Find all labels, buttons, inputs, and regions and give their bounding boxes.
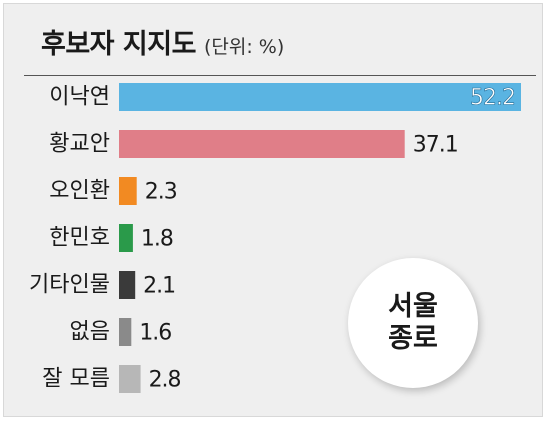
region-badge-line2: 종로 — [388, 323, 438, 354]
bar-row-2 — [119, 130, 405, 158]
region-badge-line1: 서울 — [388, 290, 438, 322]
bar-row-5 — [119, 271, 136, 299]
chart-header: 후보자 지지도 (단위: %) — [41, 22, 284, 61]
value-label-row-4: 1.8 — [141, 227, 173, 252]
value-label-row-3: 2.3 — [145, 180, 177, 205]
chart-panel: 후보자 지지도 (단위: %) — [3, 3, 543, 417]
category-label-row-3: 오인환 — [49, 179, 110, 204]
bar-row-4 — [119, 224, 133, 252]
title-divider — [24, 75, 536, 76]
value-label-row-5: 2.1 — [143, 274, 175, 299]
unit-label: (단위: %) — [203, 36, 285, 58]
bar-row-3 — [119, 177, 137, 205]
chart-title: 후보자 지지도 — [41, 29, 196, 60]
region-badge: 서울 종로 — [348, 258, 478, 388]
category-label-row-7: 잘 모름 — [42, 367, 110, 392]
category-label-row-1: 이낙연 — [49, 85, 110, 110]
value-label-row-2: 37.1 — [413, 133, 458, 158]
category-label-row-2: 황교안 — [49, 132, 110, 157]
value-label-row-1: 52.2 — [470, 86, 515, 111]
bar-row-1 — [119, 83, 521, 111]
value-label-row-7: 2.8 — [149, 368, 181, 393]
value-label-row-6: 1.6 — [139, 321, 171, 346]
category-label-row-4: 한민호 — [49, 226, 110, 251]
bar-row-7 — [119, 365, 141, 393]
category-label-row-5: 기타인물 — [29, 273, 110, 298]
bar-row-6 — [119, 318, 132, 346]
category-label-row-6: 없음 — [70, 320, 110, 345]
